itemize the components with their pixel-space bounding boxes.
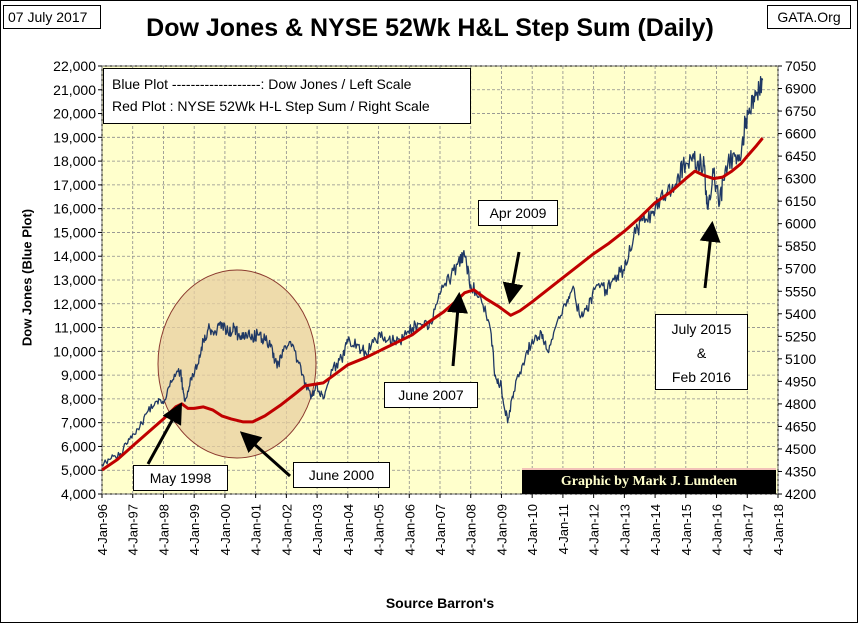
- y-tick-label: 4,000: [61, 486, 96, 502]
- y-tick-label: 9,000: [61, 367, 96, 383]
- y-tick-label: 7,000: [61, 415, 96, 431]
- y-tick-label: 6,000: [61, 438, 96, 454]
- y2-tick-label: 5850: [785, 238, 816, 254]
- annotation-june2000: June 2000: [293, 462, 390, 488]
- annotation-jul2015-feb2016: July 2015 & Feb 2016: [655, 314, 748, 390]
- y2-tick-label: 4500: [785, 441, 816, 457]
- y-tick-label: 8,000: [61, 391, 96, 407]
- x-tick-label: 4-Jan-05: [372, 504, 387, 555]
- x-tick-label: 4-Jan-10: [525, 504, 540, 555]
- x-tick-label: 4-Jan-11: [556, 504, 571, 554]
- x-tick-label: 4-Jan-99: [187, 504, 202, 555]
- y2-tick-label: 6600: [785, 126, 816, 142]
- x-tick-label: 4-Jan-18: [771, 504, 786, 555]
- x-tick-label: 4-Jan-12: [587, 504, 602, 555]
- date-label: 07 July 2017: [3, 5, 101, 29]
- x-tick-label: 4-Jan-17: [740, 504, 755, 555]
- y2-tick-label: 6750: [785, 103, 816, 119]
- y-tick-label: 20,000: [53, 106, 96, 122]
- x-tick-label: 4-Jan-04: [341, 504, 356, 555]
- y2-tick-label: 4650: [785, 418, 816, 434]
- legend-blue: Blue Plot -------------------: Dow Jones…: [112, 76, 412, 92]
- y2-tick-label: 5250: [785, 328, 816, 344]
- y2-tick-label: 4350: [785, 463, 816, 479]
- highlight-ellipse: [157, 269, 317, 459]
- annotation-may1998: May 1998: [133, 465, 228, 491]
- x-tick-label: 4-Jan-98: [156, 504, 171, 555]
- y2-tick-label: 6900: [785, 81, 816, 97]
- y-tick-label: 12,000: [53, 296, 96, 312]
- y-tick-label: 14,000: [53, 248, 96, 264]
- arrow-may1998: [146, 402, 183, 465]
- source-site-label: GATA.Org: [767, 5, 851, 29]
- annotation-jul2015: July 2015: [671, 321, 732, 337]
- arrow-apr2009: [502, 251, 524, 305]
- y-tick-label: 21,000: [53, 82, 96, 98]
- y-tick-label: 22,000: [53, 58, 96, 74]
- x-tick-label: 4-Jan-01: [249, 504, 264, 555]
- x-tick-label: 4-Jan-13: [617, 504, 632, 555]
- x-tick-label: 4-Jan-00: [218, 504, 233, 555]
- x-tick-label: 4-Jan-14: [648, 504, 663, 555]
- y2-tick-label: 6000: [785, 216, 816, 232]
- arrow-june2007: [447, 291, 469, 367]
- series-layer: [101, 75, 764, 472]
- y2-tick-label: 5100: [785, 351, 816, 367]
- y2-tick-label: 5400: [785, 306, 816, 322]
- y2-tick-label: 6450: [785, 148, 816, 164]
- x-tick-label: 4-Jan-09: [494, 504, 509, 555]
- arrow-june2000: [239, 431, 291, 478]
- annotation-feb2016: Feb 2016: [671, 369, 732, 385]
- y-tick-label: 17,000: [53, 177, 96, 193]
- legend: Blue Plot -------------------: Dow Jones…: [103, 68, 471, 124]
- annotation-june2007: June 2007: [384, 382, 478, 408]
- x-tick-label: 4-Jan-96: [95, 504, 110, 555]
- y2-tick-label: 6150: [785, 193, 816, 209]
- x-axis-label: Source Barron's: [385, 595, 495, 611]
- y-tick-label: 19,000: [53, 129, 96, 145]
- y2-tick-label: 7050: [785, 58, 816, 74]
- y-tick-label: 11,000: [54, 320, 96, 336]
- y-tick-label: 13,000: [53, 272, 96, 288]
- annotation-amp: &: [696, 345, 707, 361]
- annotation-apr2009: Apr 2009: [478, 200, 558, 226]
- credit-label: Graphic by Mark J. Lundeen: [522, 468, 776, 494]
- x-tick-label: 4-Jan-02: [279, 504, 294, 555]
- chart-title: Dow Jones & NYSE 52Wk H&L Step Sum (Dail…: [146, 14, 714, 42]
- y-tick-label: 10,000: [53, 343, 96, 359]
- y2-tick-label: 5550: [785, 283, 816, 299]
- y2-tick-label: 6300: [785, 171, 816, 187]
- y2-tick-label: 5700: [785, 261, 816, 277]
- y-tick-label: 16,000: [53, 201, 96, 217]
- x-tick-label: 4-Jan-97: [126, 504, 141, 555]
- y2-tick-label: 4200: [785, 486, 816, 502]
- arrow-jul2015: [699, 220, 721, 289]
- x-tick-label: 4-Jan-16: [710, 504, 725, 555]
- y-tick-label: 15,000: [53, 224, 96, 240]
- legend-red: Red Plot : NYSE 52Wk H-L Step Sum / Righ…: [112, 98, 430, 114]
- annotation-arrows: [146, 220, 721, 478]
- x-tick-label: 4-Jan-15: [679, 504, 694, 555]
- x-tick-label: 4-Jan-07: [433, 504, 448, 555]
- x-tick-label: 4-Jan-06: [402, 504, 417, 555]
- axes: 4,000 5,000 6,000 7,000 8,000 9,000 10,000 11,0…: [53, 58, 816, 555]
- y2-tick-label: 4950: [785, 373, 816, 389]
- x-tick-label: 4-Jan-03: [310, 504, 325, 555]
- y-tick-label: 5,000: [61, 462, 96, 478]
- y-axis-label: Dow Jones (Blue Plot): [19, 208, 35, 347]
- y-tick-label: 18,000: [53, 153, 96, 169]
- series-line-dow-jones: [101, 75, 764, 467]
- y2-tick-label: 4800: [785, 396, 816, 412]
- x-tick-label: 4-Jan-08: [464, 504, 479, 555]
- series-line-nyse-step-sum: [101, 137, 764, 472]
